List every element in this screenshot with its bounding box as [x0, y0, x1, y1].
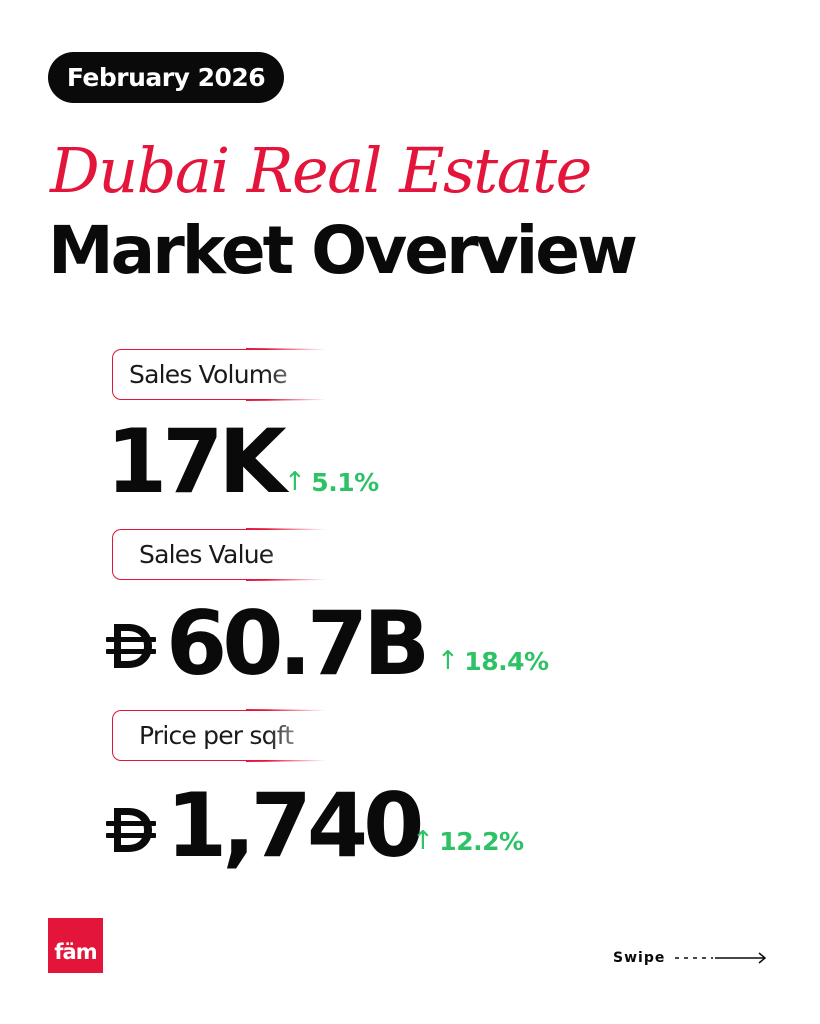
date-badge: February 2026	[48, 52, 284, 103]
swipe-hint[interactable]: Swipe	[613, 950, 767, 966]
dirham-icon	[106, 808, 156, 852]
title-line-1: Dubai Real Estate	[50, 134, 592, 207]
sales-volume-value: 17K	[106, 410, 287, 513]
price-per-sqft-value: 1,740	[166, 774, 424, 877]
arrow-right-icon	[675, 952, 767, 964]
dirham-icon	[106, 624, 156, 668]
price-per-sqft-change: ↑ 12.2%	[412, 826, 524, 856]
brand-logo: fäm	[48, 918, 103, 973]
sales-value-change-text: 18.4%	[464, 646, 549, 676]
sales-volume-label: Sales Volume	[112, 348, 326, 401]
arrow-up-icon: ↑	[284, 467, 306, 497]
sales-volume-label-text: Sales Volume	[129, 360, 288, 389]
price-per-sqft-label: Price per sqft	[112, 709, 326, 762]
brand-logo-text: fäm	[54, 940, 97, 964]
title-line-2: Market Overview	[48, 212, 638, 289]
sales-value-value: 60.7B	[166, 592, 430, 695]
sales-value-label: Sales Value	[112, 528, 326, 581]
sales-value-label-text: Sales Value	[139, 540, 274, 569]
sales-volume-change: ↑ 5.1%	[284, 467, 379, 497]
sales-volume-change-text: 5.1%	[311, 467, 379, 497]
sales-value-change: ↑ 18.4%	[437, 646, 549, 676]
price-per-sqft-label-text: Price per sqft	[139, 721, 294, 750]
price-per-sqft-change-text: 12.2%	[439, 826, 524, 856]
arrow-up-icon: ↑	[412, 826, 434, 856]
arrow-up-icon: ↑	[437, 646, 459, 676]
swipe-label: Swipe	[613, 950, 666, 966]
